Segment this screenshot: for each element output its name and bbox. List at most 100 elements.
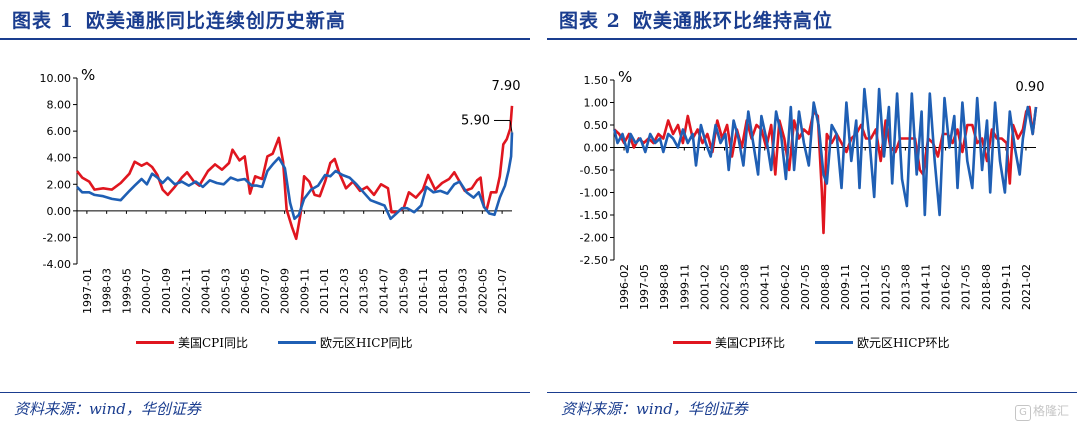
x-tick-label: 1996-02: [618, 264, 631, 310]
x-tick-label: 2007-07: [259, 268, 272, 314]
chart-title-2: 图表 2 欧美通胀环比维持高位: [559, 6, 833, 33]
x-tick-label: 1998-08: [658, 264, 671, 310]
x-tick-label: 2021-02: [1020, 264, 1033, 310]
figure-number-1: 图表 1: [12, 10, 74, 32]
x-tick-label: 2009-11: [298, 268, 311, 314]
x-tick-label: 2000-07: [140, 268, 153, 314]
x-tick-label: 2011-02: [859, 264, 872, 310]
x-tick-label: 2008-08: [819, 264, 832, 310]
x-tick-label: 2015-09: [397, 268, 410, 314]
y-tick-label: 2.00: [47, 178, 72, 191]
chart-title-1: 图表 1 欧美通胀同比连续创历史新高: [12, 6, 346, 33]
figure-title-1: 欧美通胀同比连续创历史新高: [85, 10, 346, 32]
legend-label-us-cpi-yoy: 美国CPI同比: [178, 336, 248, 350]
watermark-text: 格隆汇: [1032, 404, 1069, 418]
x-tick-label: 2002-05: [719, 264, 732, 310]
x-tick-label: 2014-07: [377, 268, 390, 314]
x-tick-label: 2004-11: [759, 264, 772, 310]
series-line-0: [613, 105, 1038, 235]
y-tick-label: -1.00: [580, 187, 608, 200]
legend-swatch-ez-hicp-yoy: [278, 341, 316, 344]
x-tick-label: 2007-05: [799, 264, 812, 310]
y-tick-label: -2.00: [580, 232, 608, 245]
x-tick-label: 2020-05: [476, 268, 489, 314]
chart-panel-1: 图表 1 欧美通胀同比连续创历史新高 10.00 8.00 6.00 4.00 2.00 0…: [0, 0, 530, 427]
x-tick-label: 2019-03: [457, 268, 470, 314]
x-tick-label: 2001-09: [160, 268, 173, 314]
x-tick-label: 2013-08: [899, 264, 912, 310]
source-divider-1: [0, 392, 530, 393]
source-note-1: 资料来源：wind，华创证券: [14, 400, 201, 418]
data-label-1: 5.90: [461, 113, 490, 128]
legend-item-ez-hicp-yoy: 欧元区HICP同比: [278, 334, 412, 351]
x-tick-label: 2008-09: [279, 268, 292, 314]
y-tick-label: -0.50: [580, 164, 608, 177]
legend-label-ez-hicp-yoy: 欧元区HICP同比: [320, 336, 413, 350]
legend-swatch-us-cpi-mom: [673, 341, 711, 344]
y-tick-label: -1.50: [580, 209, 608, 222]
x-tick-label: 2012-05: [879, 264, 892, 310]
watermark-logo-icon: G: [1014, 405, 1031, 421]
source-note-2: 资料来源：wind，华创证券: [561, 400, 748, 418]
x-tick-label: 2013-05: [358, 268, 371, 314]
y-tick-label: 6.00: [47, 125, 72, 138]
x-tick-label: 2018-01: [437, 268, 450, 314]
line-chart-2: 1.50 1.00 0.50 0.00 -0.50 -1.00 -1.50 -2.00 -2.5…: [580, 68, 1045, 310]
y-unit-label: %: [618, 68, 632, 86]
title-divider-1: [0, 38, 530, 40]
title-divider-2: [547, 38, 1077, 40]
legend-1: 美国CPI同比 欧元区HICP同比: [136, 334, 442, 351]
legend-item-us-cpi-mom: 美国CPI环比: [673, 334, 785, 351]
x-tick-label: 2006-02: [779, 264, 792, 310]
x-tick-label: 2018-08: [980, 264, 993, 310]
x-tick-label: 2017-05: [960, 264, 973, 310]
x-tick-label: 2021-07: [496, 268, 509, 314]
x-tick-label: 2016-02: [940, 264, 953, 310]
y-tick-label: 0.00: [584, 142, 609, 155]
figure-title-2: 欧美通胀环比维持高位: [632, 10, 833, 32]
x-tick-label: 2004-01: [200, 268, 213, 314]
legend-2: 美国CPI环比 欧元区HICP环比: [673, 334, 979, 351]
watermark: G 格隆汇: [1014, 402, 1069, 421]
series-line-1: [76, 132, 514, 221]
x-tick-label: 1999-05: [120, 268, 133, 314]
y-tick-label: 1.00: [584, 97, 609, 110]
x-tick-label: 2002-11: [180, 268, 193, 314]
legend-label-ez-hicp-mom: 欧元区HICP环比: [857, 336, 950, 350]
series-line-1: [613, 87, 1038, 217]
data-label-0: 0.90: [1016, 80, 1045, 95]
x-tick-label: 1999-11: [678, 264, 691, 310]
y-tick-label: -2.00: [43, 231, 71, 244]
y-unit-label: %: [81, 66, 95, 84]
legend-swatch-us-cpi-yoy: [136, 341, 174, 344]
x-tick-label: 2005-03: [219, 268, 232, 314]
y-tick-label: 8.00: [47, 99, 72, 112]
x-tick-label: 2012-03: [338, 268, 351, 314]
legend-item-ez-hicp-mom: 欧元区HICP环比: [815, 334, 949, 351]
figure-number-2: 图表 2: [559, 10, 621, 32]
chart-panel-2: 图表 2 欧美通胀环比维持高位 1.50 1.00 0.50 0.00 -0.50 -1.0…: [547, 0, 1077, 427]
x-tick-label: 1997-01: [81, 268, 94, 314]
y-tick-label: 1.50: [584, 74, 609, 87]
source-divider-2: [547, 392, 1077, 393]
x-tick-label: 2003-08: [739, 264, 752, 310]
y-tick-label: 4.00: [47, 152, 72, 165]
y-tick-label: 0.00: [47, 205, 72, 218]
x-tick-label: 2009-11: [839, 264, 852, 310]
data-label-leader-1-b: [509, 120, 513, 133]
line-chart-1: 10.00 8.00 6.00 4.00 2.00 0.00 -2.00 -4.00% 1997…: [40, 66, 521, 314]
legend-swatch-ez-hicp-mom: [815, 341, 853, 344]
x-tick-label: 1998-03: [101, 268, 114, 314]
legend-item-us-cpi-yoy: 美国CPI同比: [136, 334, 248, 351]
x-tick-label: 2016-11: [417, 268, 430, 314]
x-tick-label: 1997-05: [638, 264, 651, 310]
x-tick-label: 2001-02: [698, 264, 711, 310]
x-tick-label: 2014-11: [919, 264, 932, 310]
x-tick-label: 2019-11: [1000, 264, 1013, 310]
y-tick-label: -2.50: [580, 254, 608, 267]
x-tick-label: 2011-01: [318, 268, 331, 314]
y-tick-label: 10.00: [40, 72, 72, 85]
x-tick-label: 2006-05: [239, 268, 252, 314]
y-tick-label: -4.00: [43, 258, 71, 271]
data-label-0: 7.90: [492, 79, 521, 94]
